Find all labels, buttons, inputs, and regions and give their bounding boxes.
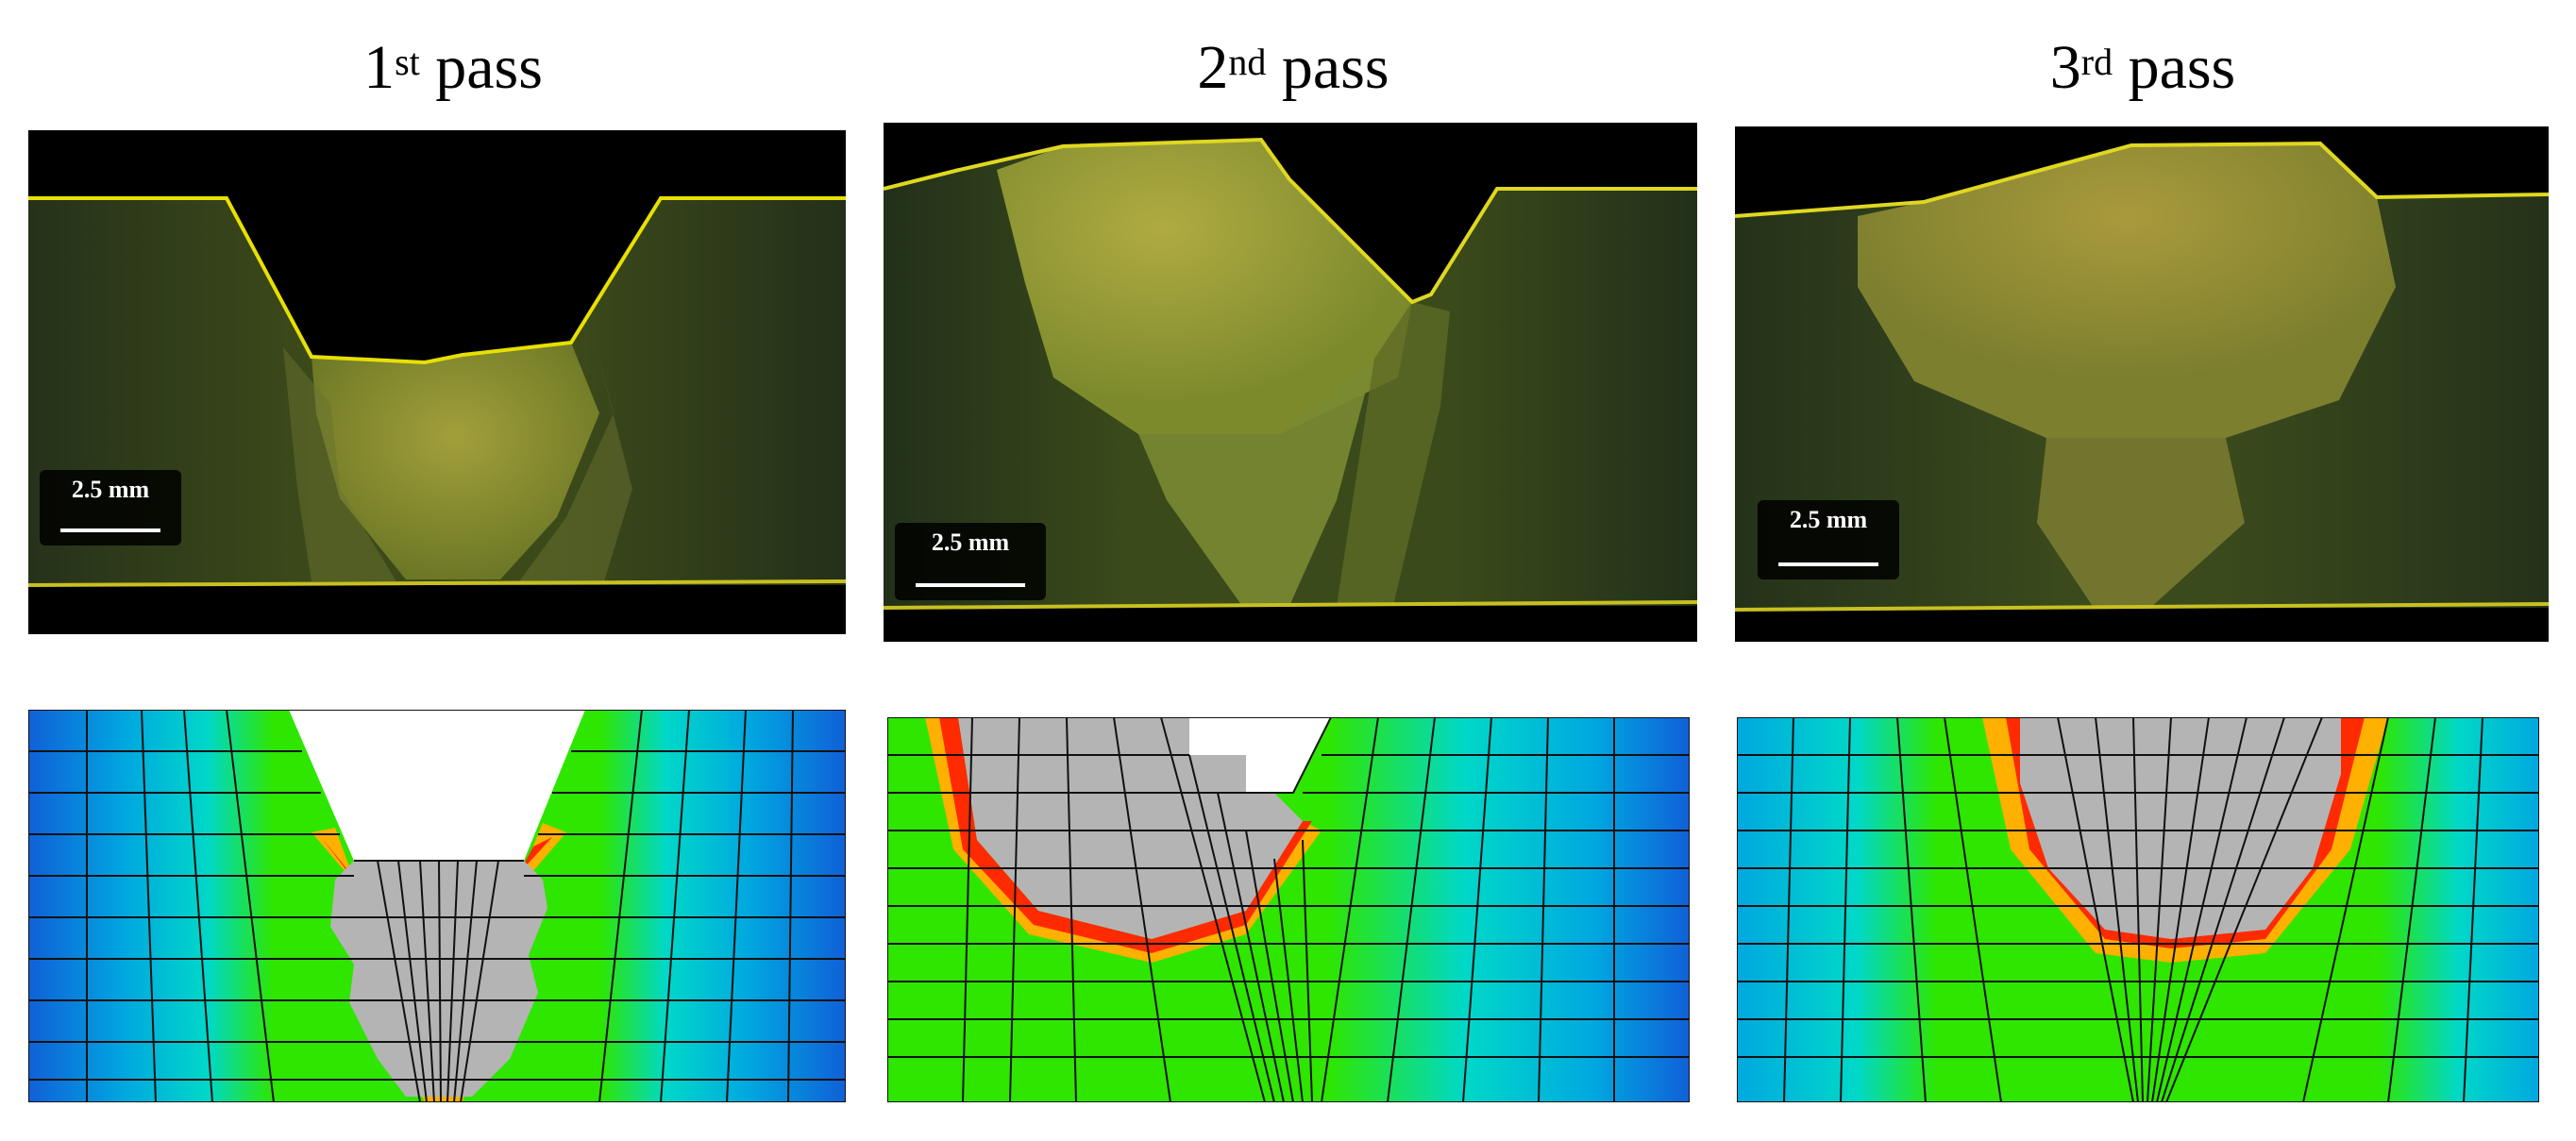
panel-2-title-num: 2 — [1197, 33, 1229, 102]
scale-bar-2: 2.5 mm — [895, 523, 1046, 600]
panel-3-title-sup: rd — [2080, 41, 2113, 83]
fem-pass-3-grid — [1737, 717, 2539, 1102]
fem-temperature-field-pass-3 — [1737, 717, 2539, 1102]
fem-pass-2-grid — [887, 717, 1690, 1102]
micrograph-pass-1: 2.5 mm — [28, 130, 846, 634]
panel-1-title-num: 1 — [363, 33, 396, 102]
scale-bar-3-label: 2.5 mm — [1789, 506, 1868, 533]
fem-temperature-field-pass-1 — [28, 710, 846, 1102]
panel-2-title-word: pass — [1281, 33, 1389, 102]
micrograph-pass-1-image — [28, 130, 846, 634]
scale-bar-2-label: 2.5 mm — [931, 529, 1010, 556]
panel-2-title-sup: nd — [1228, 41, 1267, 83]
micrograph-pass-2: 2.5 mm — [884, 123, 1697, 642]
scale-bar-1: 2.5 mm — [40, 470, 181, 545]
micrograph-pass-3-image — [1735, 126, 2549, 642]
fem-pass-3-mesh — [1737, 717, 2539, 1102]
panel-3-title-num: 3 — [2049, 33, 2081, 102]
panel-3-title-word: pass — [2128, 33, 2236, 102]
scale-bar-3: 2.5 mm — [1758, 500, 1899, 579]
panel-1-title-word: pass — [435, 33, 543, 102]
fem-pass-1-mesh — [28, 710, 846, 1102]
panel-1-title: 1st pass — [28, 21, 878, 115]
fem-pass-2-mesh — [887, 717, 1690, 1102]
fem-temperature-field-pass-2 — [887, 717, 1690, 1102]
panel-1-title-sup: st — [395, 41, 420, 83]
fem-pass-1-grid — [28, 710, 846, 1102]
scale-bar-1-label: 2.5 mm — [71, 476, 150, 503]
micrograph-pass-2-image — [884, 123, 1697, 642]
panel-2-title: 2nd pass — [887, 21, 1699, 115]
micrograph-pass-3: 2.5 mm — [1735, 126, 2549, 642]
panel-3-title: 3rd pass — [1737, 21, 2549, 115]
